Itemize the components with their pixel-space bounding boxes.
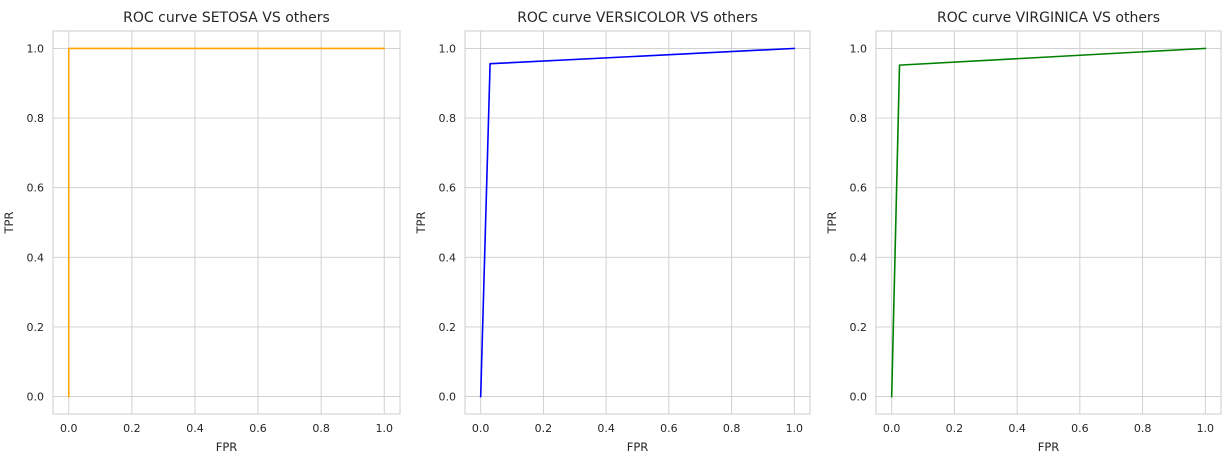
roc-panel-1: 0.0 0.2 0.4 0.6 0.8 1.0 0.0 0.2 0.4 0.6 0.8 1.0 ROC …: [2, 10, 401, 454]
y-tick-label: 0.4: [439, 251, 457, 264]
y-tick-label: 0.8: [27, 112, 45, 125]
y-tick-label: 1.0: [439, 42, 457, 55]
x-tick-label: 0.6: [660, 422, 678, 435]
x-tick-label: 0.8: [723, 422, 741, 435]
x-tick-label: 0.8: [312, 422, 330, 435]
x-tick-label: 0.0: [60, 422, 78, 435]
x-tick-label: 0.2: [535, 422, 553, 435]
y-axis-label: TPR: [2, 212, 16, 235]
roc-panel-2: 0.0 0.2 0.4 0.6 0.8 1.0 0.0 0.2 0.4 0.6 0.8 1.0 ROC …: [414, 10, 811, 454]
plot-area: [465, 31, 810, 414]
y-tick-label: 0.0: [850, 391, 868, 404]
x-tick-label: 0.0: [472, 422, 490, 435]
y-tick-label: 0.8: [850, 112, 868, 125]
roc-panel-3: 0.0 0.2 0.4 0.6 0.8 1.0 0.0 0.2 0.4 0.6 0.8 1.0 ROC …: [825, 10, 1222, 454]
y-tick-label: 0.0: [27, 391, 45, 404]
x-tick-label: 1.0: [375, 422, 393, 435]
x-tick-label: 0.2: [123, 422, 141, 435]
x-tick-label: 0.4: [186, 422, 204, 435]
x-tick-label: 0.6: [249, 422, 267, 435]
y-tick-label: 0.6: [850, 182, 868, 195]
x-tick-label: 0.2: [946, 422, 964, 435]
plot-frame: [52, 30, 401, 415]
y-tick-label: 0.2: [439, 321, 457, 334]
plot-frame: [464, 30, 811, 415]
plot-frame: [875, 30, 1222, 415]
x-tick-label: 0.4: [1008, 422, 1026, 435]
y-axis-label: TPR: [414, 212, 428, 235]
chart-title: ROC curve VERSICOLOR VS others: [517, 10, 758, 26]
y-tick-label: 0.8: [439, 112, 457, 125]
chart-title: ROC curve SETOSA VS others: [123, 10, 330, 26]
plot-area: [53, 31, 400, 414]
y-axis-label: TPR: [825, 212, 839, 235]
roc-curve-line: [890, 47, 1207, 398]
x-tick-label: 1.0: [786, 422, 804, 435]
y-tick-label: 0.2: [850, 321, 868, 334]
roc-curve-line: [479, 47, 796, 398]
x-tick-label: 0.8: [1134, 422, 1152, 435]
plot-area: [876, 31, 1221, 414]
x-axis-label: FPR: [627, 440, 649, 454]
y-tick-label: 0.6: [27, 182, 45, 195]
roc-curve-line: [67, 47, 386, 398]
y-tick-label: 1.0: [27, 42, 45, 55]
x-tick-label: 0.4: [597, 422, 615, 435]
x-axis-label: FPR: [1038, 440, 1060, 454]
x-tick-label: 0.0: [883, 422, 901, 435]
y-tick-label: 0.0: [439, 391, 457, 404]
chart-title: ROC curve VIRGINICA VS others: [937, 10, 1160, 26]
y-tick-label: 0.4: [27, 251, 45, 264]
y-tick-label: 0.6: [439, 182, 457, 195]
y-tick-label: 0.4: [850, 251, 868, 264]
y-tick-label: 1.0: [850, 42, 868, 55]
x-axis-label: FPR: [216, 440, 238, 454]
y-tick-label: 0.2: [27, 321, 45, 334]
x-tick-label: 0.6: [1071, 422, 1089, 435]
x-tick-label: 1.0: [1197, 422, 1215, 435]
